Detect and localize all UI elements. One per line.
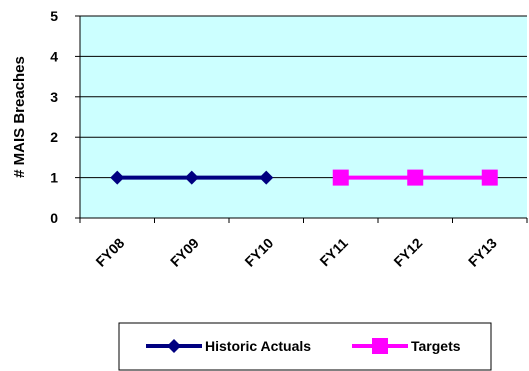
data-point <box>184 170 199 185</box>
series-1 <box>332 169 498 186</box>
y-tick-label: 2 <box>50 129 58 145</box>
data-point <box>407 169 424 186</box>
data-point <box>259 170 274 185</box>
y-ticks: 0 1 2 3 4 5 <box>50 8 80 226</box>
legend: Historic Actuals Targets <box>118 322 492 371</box>
legend-item: Historic Actuals <box>146 338 311 354</box>
y-axis-title: # MAIS Breaches <box>11 56 28 178</box>
x-tick-label: FY13 <box>465 235 500 270</box>
y-tick-label: 4 <box>50 48 58 64</box>
data-point <box>332 169 349 186</box>
legend-items: Historic Actuals Targets <box>146 338 461 354</box>
x-tick-label: FY10 <box>241 235 276 270</box>
legend-label: Targets <box>411 338 461 354</box>
series-layer <box>110 169 498 186</box>
y-tick-label: 3 <box>50 89 58 105</box>
y-tick-label: 0 <box>50 210 58 226</box>
y-tick-label: 5 <box>50 8 58 24</box>
y-tick-label: 1 <box>50 170 58 186</box>
plot-area <box>80 16 527 218</box>
data-point <box>110 170 125 185</box>
x-tick-label: FY09 <box>167 235 202 270</box>
legend-swatch-marker <box>372 338 388 354</box>
x-tick-label: FY11 <box>316 235 351 270</box>
legend-item: Targets <box>352 338 461 354</box>
x-tick-label: FY12 <box>390 235 425 270</box>
legend-swatch-marker <box>167 339 181 353</box>
series-0 <box>110 170 274 185</box>
data-point <box>481 169 498 186</box>
x-ticks: FY08 FY09 FY10 FY11 FY12 FY13 <box>79 218 528 270</box>
legend-label: Historic Actuals <box>205 338 311 354</box>
x-tick-label: FY08 <box>92 235 127 270</box>
